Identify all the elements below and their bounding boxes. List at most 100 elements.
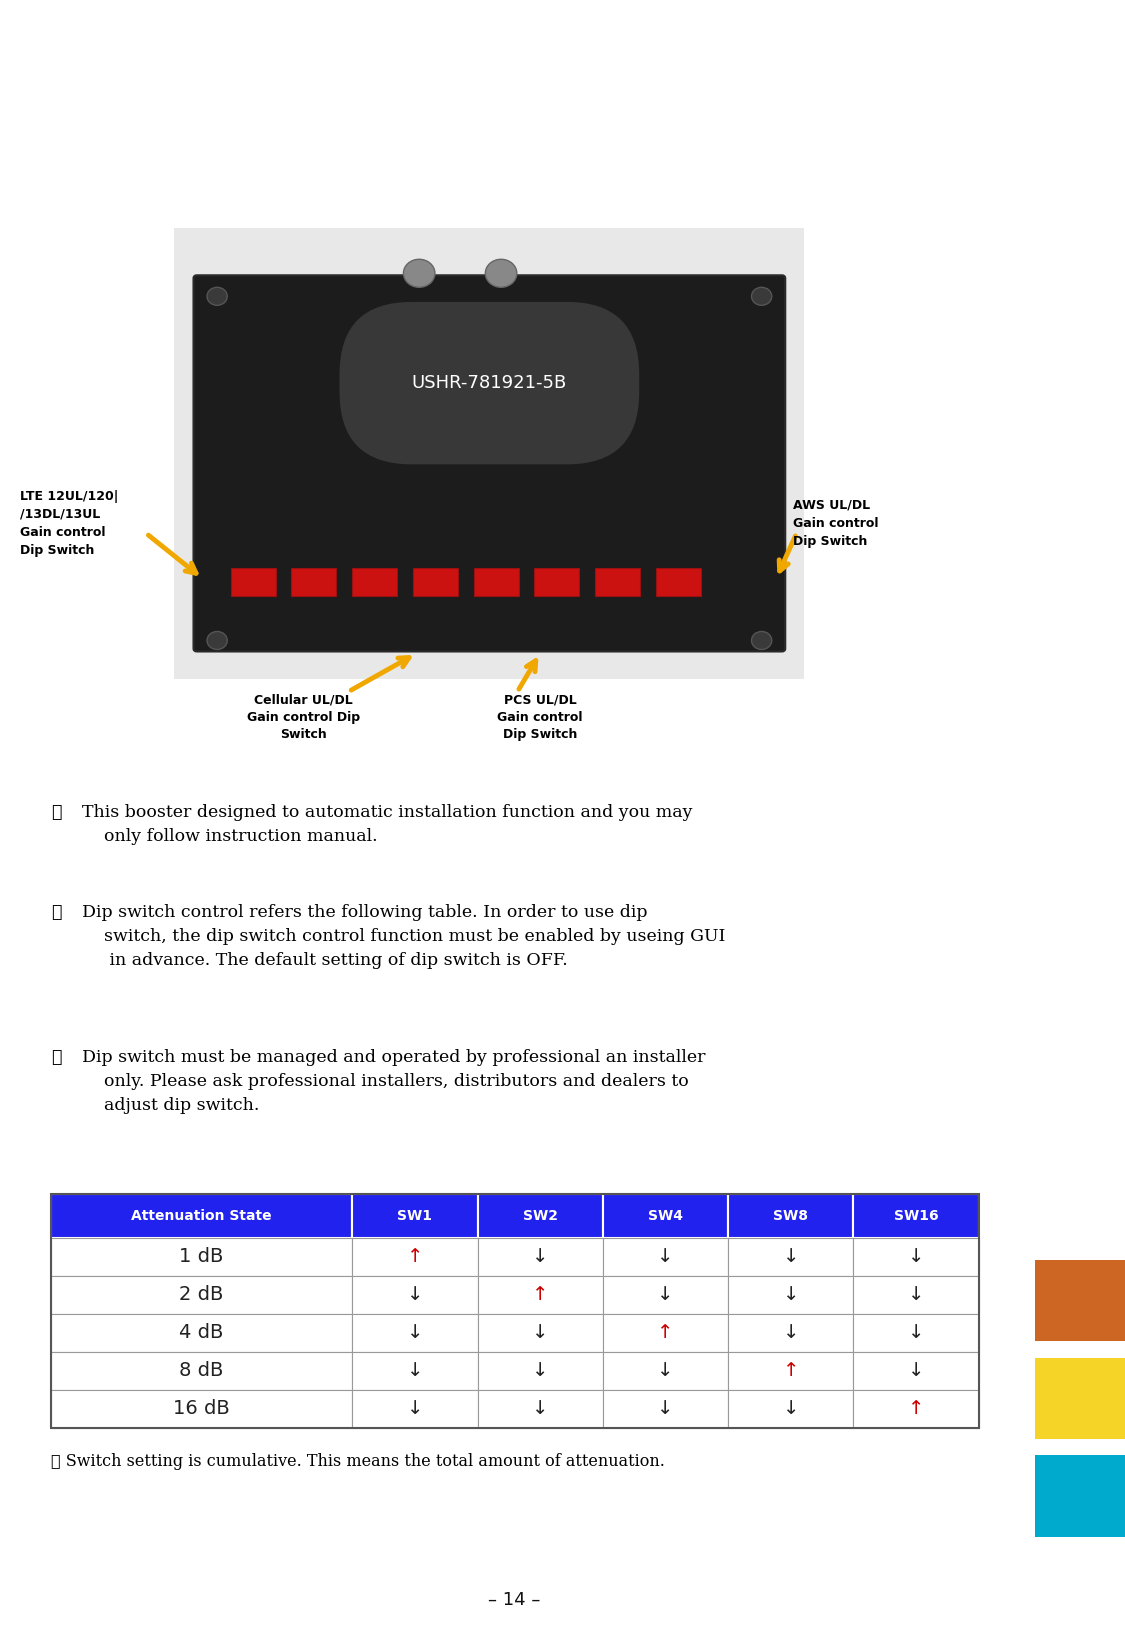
Text: SW2: SW2 [523,1208,558,1223]
Text: ↓: ↓ [908,1247,925,1267]
Circle shape [485,259,516,288]
Bar [352,1276,478,1314]
Bar [728,1276,854,1314]
Text: ↑: ↑ [407,1247,423,1267]
Text: ↓: ↓ [532,1247,548,1267]
Text: SW8: SW8 [773,1208,808,1223]
Bar [728,1314,854,1351]
Text: 2 dB: 2 dB [179,1285,224,1304]
Bar [352,1237,478,1276]
Bar [474,569,519,597]
Bar [603,1351,728,1390]
Circle shape [404,259,435,288]
Bar [413,569,458,597]
Bar [603,1237,728,1276]
Bar [51,1193,352,1237]
Bar [352,1193,478,1237]
Text: ③: ③ [51,1049,61,1065]
Bar [1029,1358,1125,1439]
Text: ↓: ↓ [532,1400,548,1418]
Bar [728,1390,854,1428]
Bar [728,1351,854,1390]
Text: LTE 12UL/120|
/13DL/13UL
Gain control
Dip Switch: LTE 12UL/120| /13DL/13UL Gain control Di… [20,489,118,558]
Bar [478,1237,603,1276]
Text: ②: ② [51,904,61,920]
FancyBboxPatch shape [0,198,1035,1608]
Text: ↓: ↓ [407,1361,423,1380]
Text: ↓: ↓ [908,1285,925,1304]
Bar [854,1193,979,1237]
Text: ↓: ↓ [532,1361,548,1380]
Text: This booster designed to automatic installation function and you may
    only fo: This booster designed to automatic insta… [82,803,693,846]
Text: – 14 –: – 14 – [488,1590,541,1610]
Bar [478,1276,603,1314]
Circle shape [207,288,227,306]
Bar [854,1314,979,1351]
Bar [231,569,276,597]
Text: Attenuation State: Attenuation State [132,1208,272,1223]
Text: ↓: ↓ [908,1324,925,1343]
Bar [854,1390,979,1428]
Bar [352,1351,478,1390]
Text: 4 dB: 4 dB [179,1324,224,1343]
Text: PCS UL/DL
Gain control
Dip Switch: PCS UL/DL Gain control Dip Switch [497,694,583,740]
Text: ↓: ↓ [783,1400,799,1418]
Bar [51,1237,352,1276]
Bar [603,1193,728,1237]
Text: Five–band Signal Booster For In–building: Five–band Signal Booster For In–building [1070,353,1084,688]
Bar [291,569,336,597]
Text: ↓: ↓ [783,1324,799,1343]
Bar [656,569,701,597]
Text: Cellular UL/DL
Gain control Dip
Switch: Cellular UL/DL Gain control Dip Switch [248,694,360,740]
Bar [595,569,640,597]
Bar [603,1276,728,1314]
Text: 8 dB: 8 dB [179,1361,224,1380]
Text: 16 dB: 16 dB [173,1400,230,1418]
Bar [478,1390,603,1428]
Bar [352,1390,478,1428]
Circle shape [752,288,772,306]
Text: ↑: ↑ [657,1324,674,1343]
Bar [478,1351,603,1390]
Bar [51,1351,352,1390]
Text: SW4: SW4 [648,1208,683,1223]
Bar [174,228,804,678]
Text: ↓: ↓ [657,1285,674,1304]
Text: ↓: ↓ [407,1400,423,1418]
Text: ①: ① [51,803,61,821]
Text: ↓: ↓ [532,1324,548,1343]
Circle shape [207,631,227,649]
Bar [534,569,579,597]
Text: ↑: ↑ [532,1285,548,1304]
Text: ↓: ↓ [657,1247,674,1267]
Bar [478,1314,603,1351]
Bar [854,1237,979,1276]
Bar [1029,1260,1125,1341]
Text: ↓: ↓ [407,1324,423,1343]
Bar [854,1276,979,1314]
Text: Dip switch must be managed and operated by professional an installer
    only. P: Dip switch must be managed and operated … [82,1049,705,1114]
Bar [478,1193,603,1237]
Text: AWS UL/DL
Gain control
Dip Switch: AWS UL/DL Gain control Dip Switch [793,499,879,548]
Text: SW1: SW1 [397,1208,432,1223]
Bar [51,1314,352,1351]
Text: ↓: ↓ [657,1400,674,1418]
Text: ↓: ↓ [783,1247,799,1267]
Bar [51,1276,352,1314]
Text: ↑: ↑ [908,1400,925,1418]
Bar [728,1193,854,1237]
Text: Dip switch control refers the following table. In order to use dip
    switch, t: Dip switch control refers the following … [82,904,726,969]
Bar [728,1237,854,1276]
Circle shape [752,631,772,649]
Bar [603,1314,728,1351]
Text: ↓: ↓ [783,1285,799,1304]
Text: ↓: ↓ [657,1361,674,1380]
Text: SW16: SW16 [893,1208,938,1223]
Bar [1029,1455,1125,1537]
Text: USHR-781921-5B: USHR-781921-5B [412,374,567,392]
Text: ※ Switch setting is cumulative. This means the total amount of attenuation.: ※ Switch setting is cumulative. This mea… [51,1454,665,1470]
FancyBboxPatch shape [193,275,785,652]
Text: ↑: ↑ [783,1361,799,1380]
Bar [854,1351,979,1390]
Bar [51,1193,979,1428]
